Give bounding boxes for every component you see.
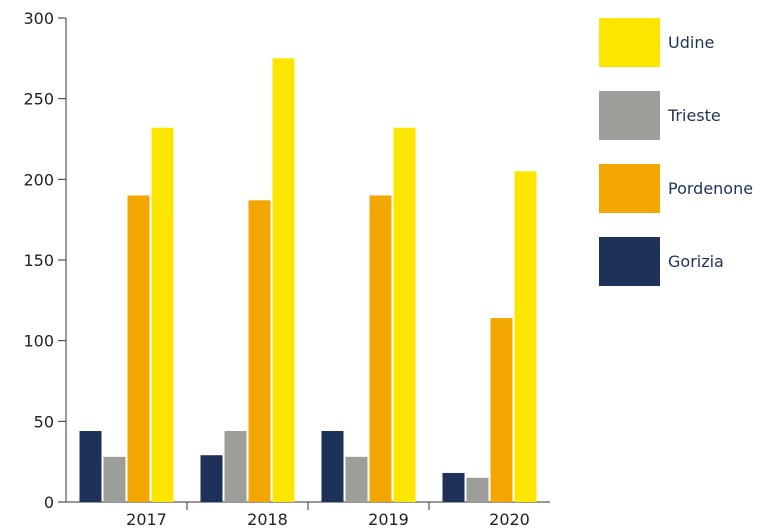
y-tick-label: 50 [34,412,54,431]
bar-trieste-2018 [224,431,247,502]
bar-udine-2018 [272,58,295,502]
x-tick-label: 2017 [126,510,167,528]
x-tick-label: 2019 [368,510,409,528]
y-tick-label: 150 [23,251,54,270]
bar-trieste-2019 [345,456,368,502]
legend-label-trieste: Trieste [667,106,721,125]
chart-bars [79,58,537,502]
bar-udine-2017 [151,127,174,502]
bar-pordenone-2020 [490,318,513,502]
y-tick-label: 0 [44,493,54,512]
x-tick-label: 2020 [489,510,530,528]
y-tick-label: 250 [23,90,54,109]
y-tick-label: 100 [23,332,54,351]
legend-swatch-pordenone [599,164,660,213]
legend-label-gorizia: Gorizia [668,252,724,271]
bar-pordenone-2018 [248,200,271,502]
bar-pordenone-2019 [369,195,392,502]
bar-gorizia-2019 [321,431,344,502]
legend-swatch-gorizia [599,237,660,286]
y-tick-label: 200 [23,170,54,189]
bar-trieste-2017 [103,456,126,502]
bar-udine-2019 [393,127,416,502]
legend-swatch-trieste [599,91,660,140]
bar-gorizia-2017 [79,431,102,502]
bar-gorizia-2018 [200,455,223,502]
bar-gorizia-2020 [442,472,465,502]
x-tick-label: 2018 [247,510,288,528]
legend-label-pordenone: Pordenone [668,179,753,198]
bar-trieste-2020 [466,477,489,502]
bar-udine-2020 [514,171,537,502]
legend-label-udine: Udine [668,33,714,52]
bar-pordenone-2017 [127,195,150,502]
y-tick-label: 300 [23,9,54,28]
chart-legend: Udine Trieste Pordenone Gorizia [599,18,753,286]
chart-axes: 0 50 100 150 200 250 300 2017 2018 2019 2020 [23,9,550,528]
legend-swatch-udine [599,18,660,67]
